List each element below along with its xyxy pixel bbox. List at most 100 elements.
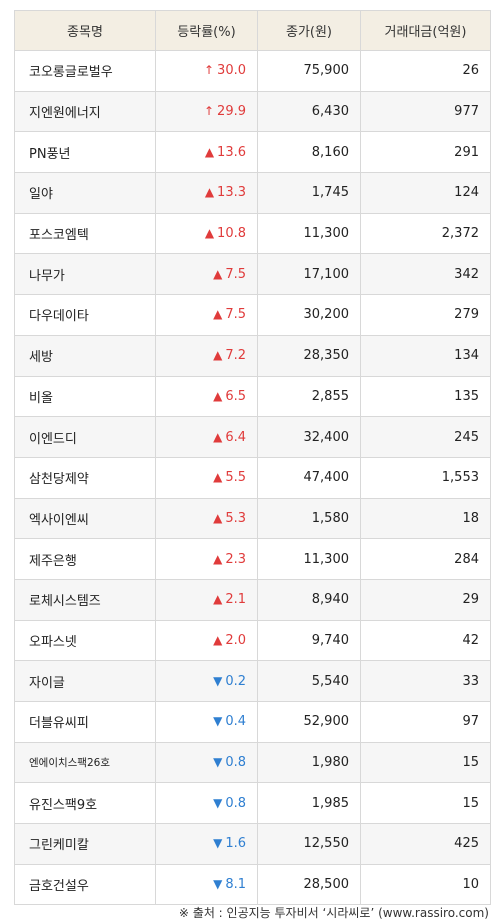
header-row: 종목명 등락률(%) 종가(원) 거래대금(억원) [14, 10, 491, 51]
table-header: 종목명 등락률(%) 종가(원) 거래대금(억원) [14, 10, 491, 51]
header-close: 종가(원) [257, 10, 361, 51]
change-rate: ▼ 0.8 [155, 782, 258, 825]
table-row: 이엔드디 ▲ 6.4 32,400 245 [14, 416, 491, 458]
change-rate-value: 7.2 [225, 348, 246, 364]
change-rate-value: 10.8 [217, 226, 246, 242]
stock-name: 유진스팩9호 [14, 782, 156, 825]
change-rate-value: 0.8 [225, 755, 246, 771]
table-row: 그린케미칼 ▼ 1.6 12,550 425 [14, 823, 491, 865]
up-triangle-icon: ▲ [213, 307, 223, 322]
change-rate-value: 0.8 [225, 795, 246, 811]
table-row: 오파스넷 ▲ 2.0 9,740 42 [14, 619, 491, 662]
stock-name: 일야 [14, 172, 156, 214]
table-row: 유진스팩9호 ▼ 0.8 1,985 15 [14, 782, 491, 825]
close-price: 1,745 [257, 172, 361, 214]
table-row: 제주은행 ▲ 2.3 11,300 284 [14, 538, 491, 580]
close-price: 17,100 [257, 253, 361, 296]
header-name: 종목명 [14, 10, 156, 51]
close-price: 30,200 [257, 294, 361, 336]
trade-volume: 291 [360, 131, 491, 174]
change-rate-value: 13.6 [217, 144, 246, 160]
change-rate-value: 2.3 [225, 551, 246, 567]
stock-name: 포스코엠텍 [14, 212, 156, 255]
down-triangle-icon: ▼ [213, 755, 223, 770]
close-price: 8,940 [257, 578, 361, 621]
trade-volume: 2,372 [360, 212, 491, 255]
close-price: 9,740 [257, 619, 361, 662]
table-row: 금호건설우 ▼ 8.1 28,500 10 [14, 863, 491, 906]
change-rate: ▲ 10.8 [155, 212, 258, 255]
close-price: 12,550 [257, 823, 361, 865]
stock-table: 종목명 등락률(%) 종가(원) 거래대금(억원) 코오롱글로벌우 ↑ 30.0 75… [14, 10, 491, 906]
change-rate: ▲ 2.3 [155, 538, 258, 580]
table-row: PN풍년 ▲ 13.6 8,160 291 [14, 131, 491, 174]
change-rate: ▲ 7.5 [155, 294, 258, 336]
stock-name: 엔에이치스팩26호 [14, 741, 156, 784]
trade-volume: 124 [360, 172, 491, 214]
down-triangle-icon: ▼ [213, 714, 223, 729]
source-note: ※ 출처 : 인공지능 투자비서 ‘시라씨로’ (www.rassiro.com… [178, 906, 489, 920]
table-body: 코오롱글로벌우 ↑ 30.0 75,900 26 지엔원에너지 ↑ 29.9 6,430 977 P… [14, 50, 491, 906]
change-rate: ▲ 7.2 [155, 334, 258, 377]
close-price: 2,855 [257, 375, 361, 418]
stock-table-container: 종목명 등락률(%) 종가(원) 거래대금(억원) 코오롱글로벌우 ↑ 30.0 75… [14, 10, 491, 906]
table-row: 다우데이타 ▲ 7.5 30,200 279 [14, 294, 491, 336]
change-rate-value: 7.5 [225, 266, 246, 282]
up-triangle-icon: ▲ [213, 592, 223, 607]
table-row: 자이글 ▼ 0.2 5,540 33 [14, 660, 491, 702]
trade-volume: 134 [360, 334, 491, 377]
up-triangle-icon: ▲ [213, 348, 223, 363]
down-triangle-icon: ▼ [213, 877, 223, 892]
table-row: 더블유씨피 ▼ 0.4 52,900 97 [14, 701, 491, 743]
table-row: 엔에이치스팩26호 ▼ 0.8 1,980 15 [14, 741, 491, 784]
change-rate: ↑ 29.9 [155, 90, 258, 133]
trade-volume: 42 [360, 619, 491, 662]
close-price: 1,580 [257, 497, 361, 540]
trade-volume: 135 [360, 375, 491, 418]
trade-volume: 26 [360, 50, 491, 92]
trade-volume: 284 [360, 538, 491, 580]
change-rate: ↑ 30.0 [155, 50, 258, 92]
change-rate: ▼ 8.1 [155, 863, 258, 906]
trade-volume: 425 [360, 823, 491, 865]
close-price: 1,980 [257, 741, 361, 784]
stock-name: 세방 [14, 334, 156, 377]
change-rate-value: 29.9 [217, 104, 246, 120]
stock-name: 그린케미칼 [14, 823, 156, 865]
trade-volume: 15 [360, 782, 491, 825]
up-triangle-icon: ▲ [213, 510, 223, 525]
stock-name: 로체시스템즈 [14, 578, 156, 621]
header-volume: 거래대금(억원) [360, 10, 491, 51]
change-rate: ▲ 2.1 [155, 578, 258, 621]
table-row: 나무가 ▲ 7.5 17,100 342 [14, 253, 491, 296]
up-triangle-icon: ▲ [204, 226, 215, 241]
up-triangle-icon: ▲ [204, 185, 215, 200]
change-rate-value: 6.5 [225, 388, 246, 404]
close-price: 5,540 [257, 660, 361, 702]
trade-volume: 97 [360, 701, 491, 743]
table-row: 비올 ▲ 6.5 2,855 135 [14, 375, 491, 418]
down-triangle-icon: ▼ [213, 673, 223, 688]
close-price: 8,160 [257, 131, 361, 174]
change-rate-value: 7.5 [225, 307, 246, 323]
table-row: 삼천당제약 ▲ 5.5 47,400 1,553 [14, 456, 491, 499]
change-rate: ▼ 0.4 [155, 701, 258, 743]
change-rate-value: 1.6 [225, 836, 246, 852]
trade-volume: 18 [360, 497, 491, 540]
close-price: 52,900 [257, 701, 361, 743]
table-row: 세방 ▲ 7.2 28,350 134 [14, 334, 491, 377]
trade-volume: 342 [360, 253, 491, 296]
change-rate-value: 5.3 [225, 510, 246, 526]
close-price: 1,985 [257, 782, 361, 825]
close-price: 28,350 [257, 334, 361, 377]
change-rate: ▲ 5.5 [155, 456, 258, 499]
up-triangle-icon: ▲ [213, 632, 223, 647]
table-row: 지엔원에너지 ↑ 29.9 6,430 977 [14, 90, 491, 133]
table-row: 포스코엠텍 ▲ 10.8 11,300 2,372 [14, 212, 491, 255]
change-rate-value: 0.2 [225, 673, 246, 689]
table-row: 로체시스템즈 ▲ 2.1 8,940 29 [14, 578, 491, 621]
up-triangle-icon: ▲ [213, 429, 223, 444]
close-price: 11,300 [257, 212, 361, 255]
change-rate: ▲ 6.4 [155, 416, 258, 458]
stock-name: 제주은행 [14, 538, 156, 580]
